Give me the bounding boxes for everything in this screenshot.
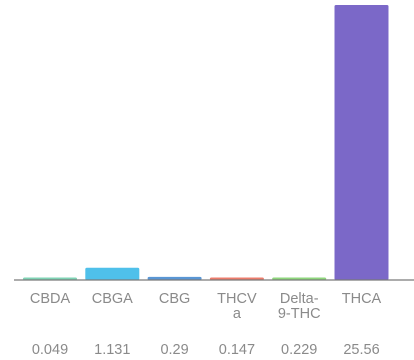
value-label-delta-9-thc: 0.229 bbox=[281, 342, 317, 358]
value-label-thca: 25.56 bbox=[343, 342, 379, 358]
bar-cbda bbox=[23, 277, 77, 280]
category-label-delta-9-thc-line-1: Delta- bbox=[280, 291, 319, 307]
category-label-cbda: CBDA bbox=[30, 291, 71, 307]
value-label-cbda: 0.049 bbox=[32, 342, 68, 358]
bar-delta-9-thc bbox=[272, 277, 327, 280]
category-label-cbga: CBGA bbox=[92, 291, 133, 307]
bar-thcva bbox=[209, 277, 264, 280]
bar-cbg bbox=[147, 276, 202, 280]
category-label-cbg: CBG bbox=[159, 291, 190, 307]
category-label-thcva-line-1: THCV bbox=[217, 291, 257, 307]
value-label-cbg: 0.29 bbox=[160, 342, 188, 358]
category-label-thcva-line-2: a bbox=[233, 306, 242, 322]
value-labels: 0.049 1.131 0.29 0.147 0.229 25.56 bbox=[32, 342, 380, 358]
bar-cbga bbox=[85, 267, 140, 280]
bars-layer bbox=[23, 5, 389, 280]
bar-thca bbox=[334, 5, 389, 280]
value-label-cbga: 1.131 bbox=[94, 342, 130, 358]
category-label-thca: THCA bbox=[342, 291, 382, 307]
category-label-delta-9-thc-line-2: 9-THC bbox=[278, 306, 321, 322]
value-label-thcva: 0.147 bbox=[219, 342, 255, 358]
